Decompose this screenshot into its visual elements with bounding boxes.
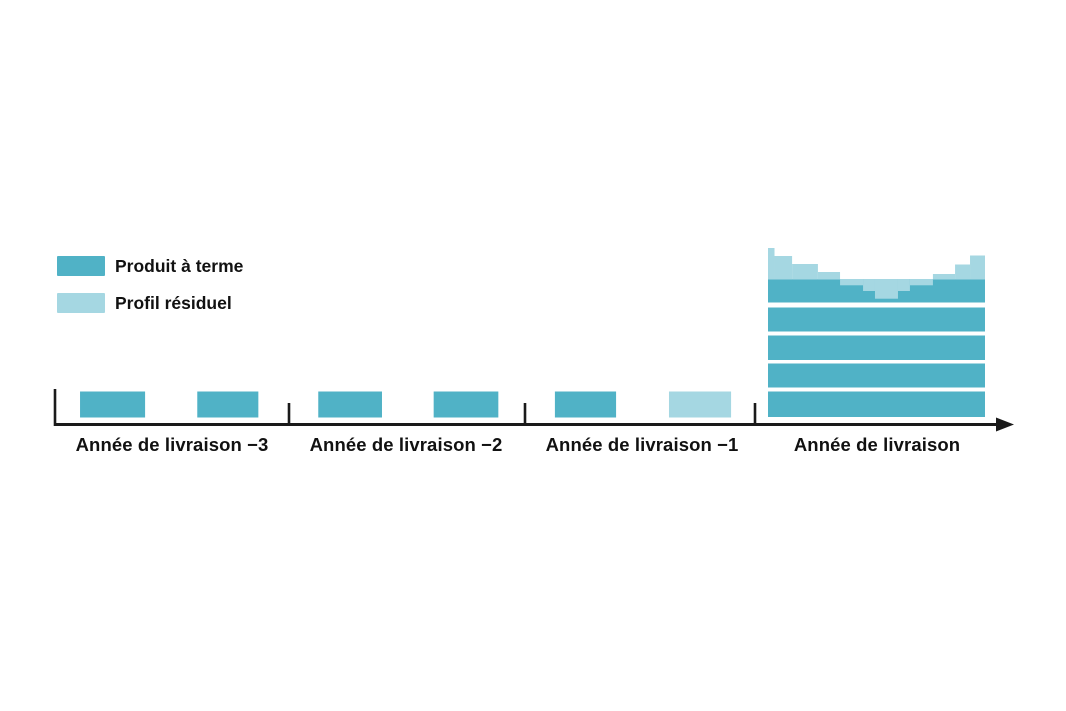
legend: Produit à terme Profil résiduel: [57, 256, 243, 330]
residual-profile-step: [774, 256, 793, 280]
legend-label-residual: Profil résiduel: [115, 292, 232, 313]
legend-item-residual: Profil résiduel: [57, 293, 243, 313]
x-axis-label-year-minus-3: Année de livraison −3: [75, 434, 269, 455]
x-axis-tick: [523, 403, 527, 426]
x-axis-tick: [287, 403, 291, 426]
legend-label-forward: Produit à terme: [115, 255, 244, 276]
x-axis-start-tick: [53, 389, 57, 426]
forward-block-band: [768, 335, 985, 360]
residual-profile-bar: [668, 391, 732, 418]
forward-product-bar: [433, 391, 499, 418]
forward-block-band: [768, 307, 985, 332]
legend-item-forward: Produit à terme: [57, 256, 243, 276]
forward-block-band: [768, 363, 985, 388]
residual-profile-step: [897, 279, 910, 291]
residual-profile-step: [909, 279, 933, 286]
residual-profile-step: [792, 264, 818, 280]
x-axis-label-delivery-year: Année de livraison: [793, 434, 961, 455]
residual-profile-step: [863, 279, 875, 291]
residual-profile-step: [874, 279, 898, 299]
residual-profile-step: [932, 274, 956, 280]
forward-product-bar: [80, 391, 146, 418]
x-axis-label-year-minus-2: Année de livraison −2: [309, 434, 503, 455]
forward-product-bar: [554, 391, 617, 418]
forward-product-bar: [197, 391, 259, 418]
residual-profile-step: [955, 264, 971, 280]
forward-product-swatch-icon: [57, 256, 105, 276]
residual-profile-swatch-icon: [57, 293, 105, 313]
residual-profile-step: [840, 279, 864, 286]
x-axis-arrowhead: [996, 417, 1014, 432]
residual-profile-step: [817, 272, 841, 280]
residual-profile-step: [970, 255, 985, 280]
forward-block-band: [768, 391, 985, 417]
residual-profile-step: [768, 248, 775, 280]
forward-product-bar: [318, 391, 382, 418]
x-axis-label-year-minus-1: Année de livraison −1: [545, 434, 739, 455]
x-axis-tick: [753, 403, 757, 426]
